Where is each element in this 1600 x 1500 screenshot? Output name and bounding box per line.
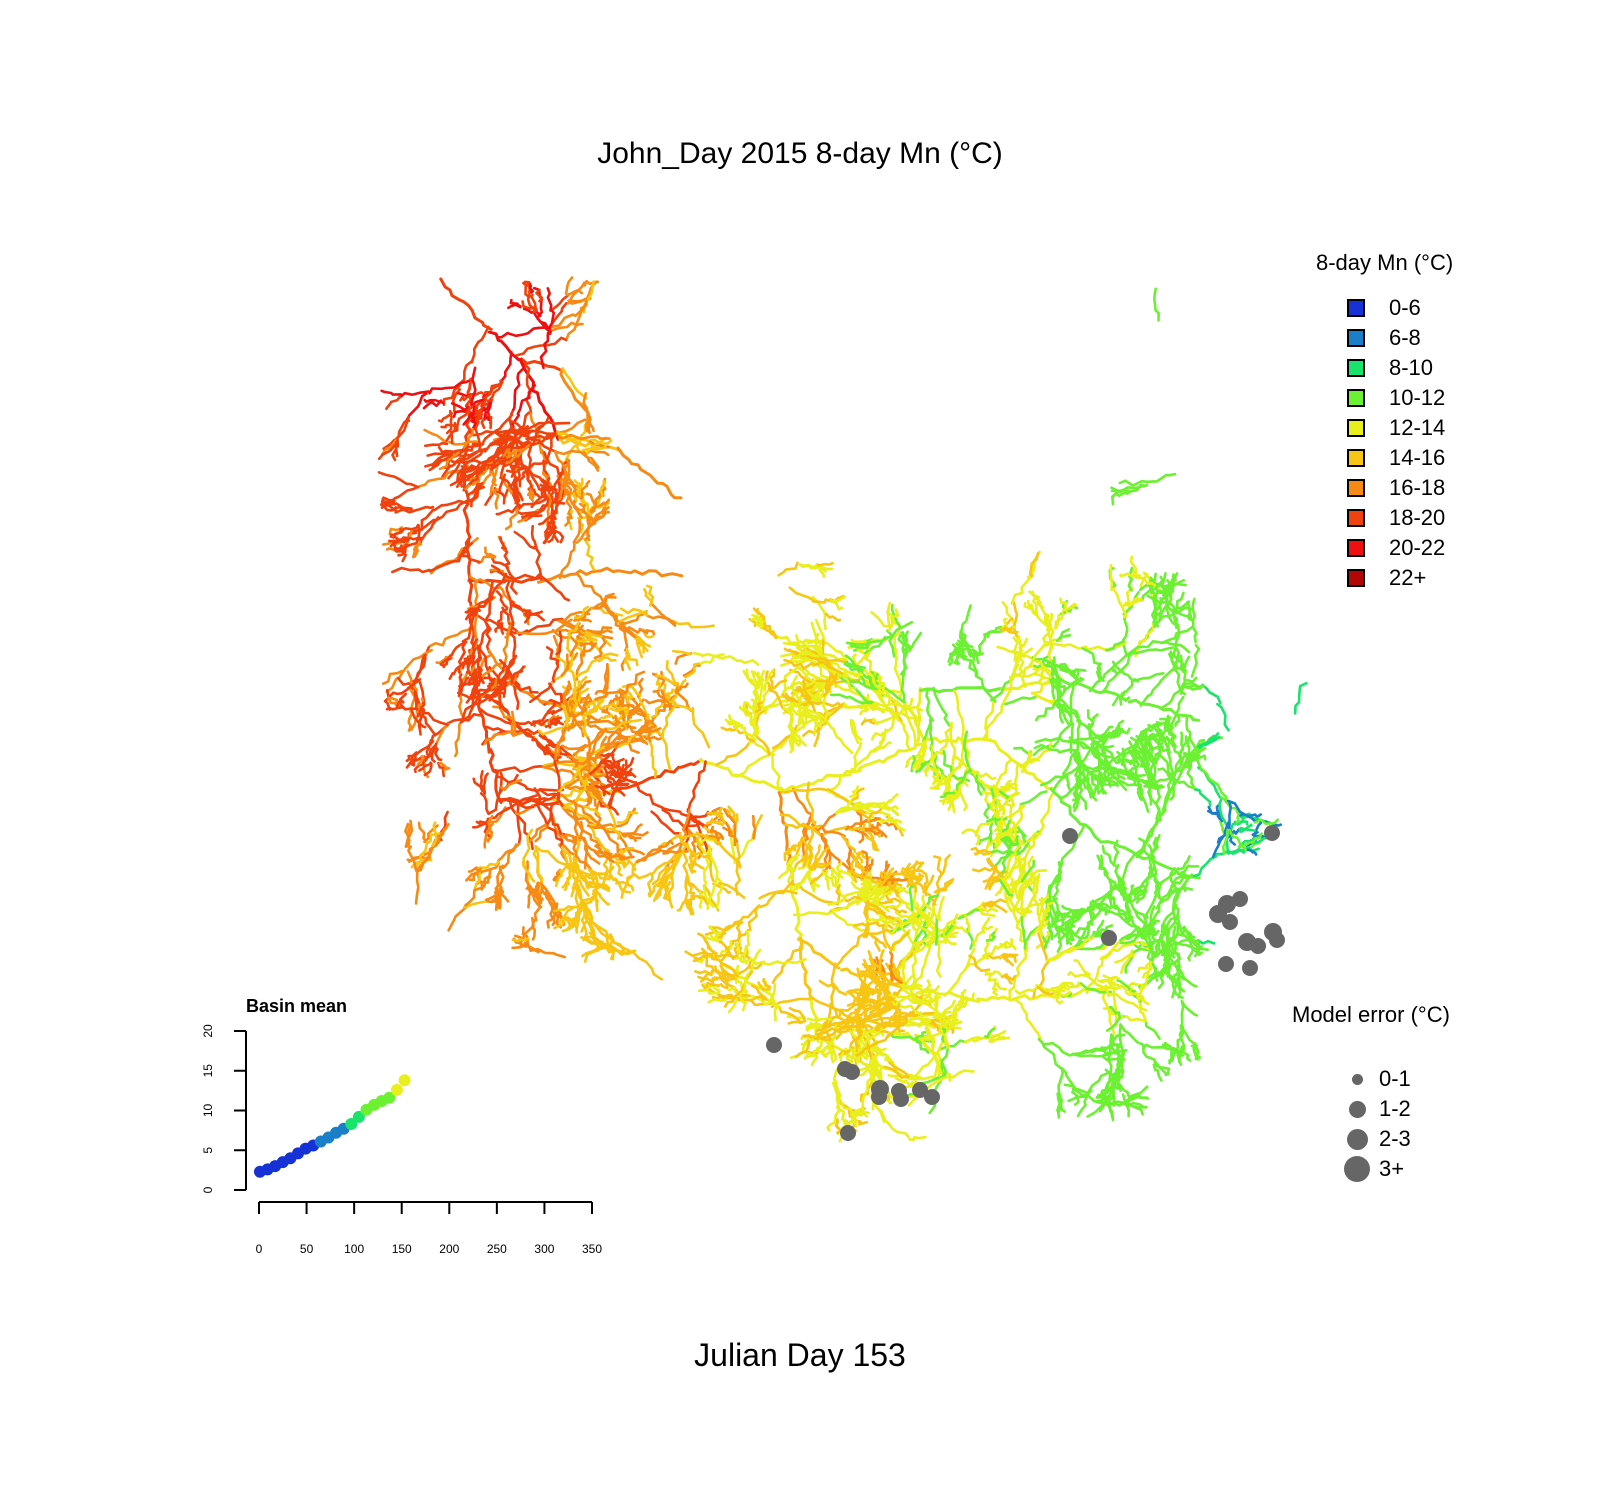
- error-site-marker: [893, 1091, 909, 1107]
- error-marker-icon: [1351, 1073, 1363, 1085]
- error-site-marker: [1062, 828, 1078, 844]
- legend-swatch: [1347, 359, 1365, 377]
- legend-label: 10-12: [1389, 385, 1446, 410]
- basin-mean-point: [390, 1083, 403, 1096]
- inset-x-tick-label: 200: [439, 1242, 459, 1256]
- inset-x-tick-label: 0: [256, 1242, 263, 1256]
- inset-title: Basin mean: [246, 996, 347, 1016]
- error-site-marker: [871, 1089, 887, 1105]
- inset-y-tick-label: 20: [201, 1024, 215, 1038]
- basin-mean-point: [352, 1110, 365, 1123]
- error-marker-icon: [1344, 1156, 1370, 1182]
- error-site-marker: [1250, 938, 1266, 954]
- legend-label: 20-22: [1389, 535, 1446, 560]
- inset-x-tick-label: 150: [392, 1242, 412, 1256]
- inset-x-tick-label: 50: [300, 1242, 314, 1256]
- error-legend-label: 0-1: [1379, 1066, 1411, 1091]
- error-marker-icon: [1346, 1128, 1368, 1150]
- legend-item: 0-6: [1347, 295, 1421, 320]
- legend-swatch: [1347, 449, 1365, 467]
- legend-swatch: [1347, 389, 1365, 407]
- error-legend-item: 0-1: [1343, 1065, 1411, 1093]
- legend-label: 12-14: [1389, 415, 1446, 440]
- legend-item: 18-20: [1347, 505, 1446, 530]
- legend-swatch: [1347, 419, 1365, 437]
- legend-item: 14-16: [1347, 445, 1446, 470]
- legend-label: 22+: [1389, 565, 1427, 590]
- legend-swatch: [1347, 539, 1365, 557]
- inset-x-tick-label: 300: [534, 1242, 554, 1256]
- inset-y-tick-label: 0: [201, 1186, 215, 1193]
- inset-y-tick-label: 15: [201, 1064, 215, 1078]
- error-legend-item: 1-2: [1343, 1095, 1411, 1123]
- legend-item: 12-14: [1347, 415, 1446, 440]
- basin-mean-point: [383, 1091, 396, 1104]
- error-legend-item: 3+: [1343, 1155, 1404, 1183]
- inset-y-tick-label: 5: [201, 1147, 215, 1154]
- error-legend-title: Model error (°C): [1292, 1002, 1450, 1027]
- legend-item: 20-22: [1347, 535, 1446, 560]
- error-site-marker: [1232, 891, 1248, 907]
- error-site-marker: [840, 1125, 856, 1141]
- error-site-marker: [1222, 914, 1238, 930]
- error-legend-label: 1-2: [1379, 1096, 1411, 1121]
- river-network: [377, 276, 1308, 1143]
- inset-x-tick-label: 250: [487, 1242, 507, 1256]
- inset-y-tick-label: 10: [201, 1104, 215, 1118]
- error-site-marker: [912, 1082, 928, 1098]
- legend-swatch: [1347, 299, 1365, 317]
- legend-swatch: [1347, 329, 1365, 347]
- legend-label: 8-10: [1389, 355, 1434, 380]
- legend-swatch: [1347, 569, 1365, 587]
- error-marker-icon: [1348, 1100, 1366, 1118]
- error-site-marker: [1101, 930, 1117, 946]
- legend-swatch: [1347, 509, 1365, 527]
- legend-item: 8-10: [1347, 355, 1434, 380]
- inset-x-tick-label: 350: [582, 1242, 602, 1256]
- legend-item: 6-8: [1347, 325, 1421, 350]
- error-site-marker: [844, 1064, 860, 1080]
- error-site-marker: [1218, 956, 1234, 972]
- legend-label: 6-8: [1389, 325, 1421, 350]
- error-legend-item: 2-3: [1343, 1125, 1411, 1153]
- basin-mean-point: [398, 1074, 411, 1087]
- legend-label: 16-18: [1389, 475, 1446, 500]
- error-site-marker: [924, 1089, 940, 1105]
- legend-item: 16-18: [1347, 475, 1446, 500]
- error-legend-label: 3+: [1379, 1156, 1405, 1181]
- legend-label: 0-6: [1389, 295, 1421, 320]
- legend-title: 8-day Mn (°C): [1316, 250, 1454, 275]
- inset-x-tick-label: 100: [344, 1242, 364, 1256]
- legend-item: 22+: [1347, 565, 1427, 590]
- error-site-marker: [1264, 825, 1280, 841]
- error-sites: [766, 825, 1285, 1141]
- error-site-marker: [1269, 932, 1285, 948]
- error-legend-label: 2-3: [1379, 1126, 1411, 1151]
- figure-title: John_Day 2015 8-day Mn (°C): [597, 137, 1003, 170]
- error-site-marker: [1209, 905, 1227, 923]
- basin-mean-point: [345, 1118, 358, 1131]
- legend-label: 14-16: [1389, 445, 1446, 470]
- legend-item: 10-12: [1347, 385, 1446, 410]
- error-site-marker: [766, 1037, 782, 1053]
- julian-day-label: Julian Day 153: [694, 1337, 906, 1373]
- error-site-marker: [1242, 960, 1258, 976]
- legend-swatch: [1347, 479, 1365, 497]
- legend-label: 18-20: [1389, 505, 1446, 530]
